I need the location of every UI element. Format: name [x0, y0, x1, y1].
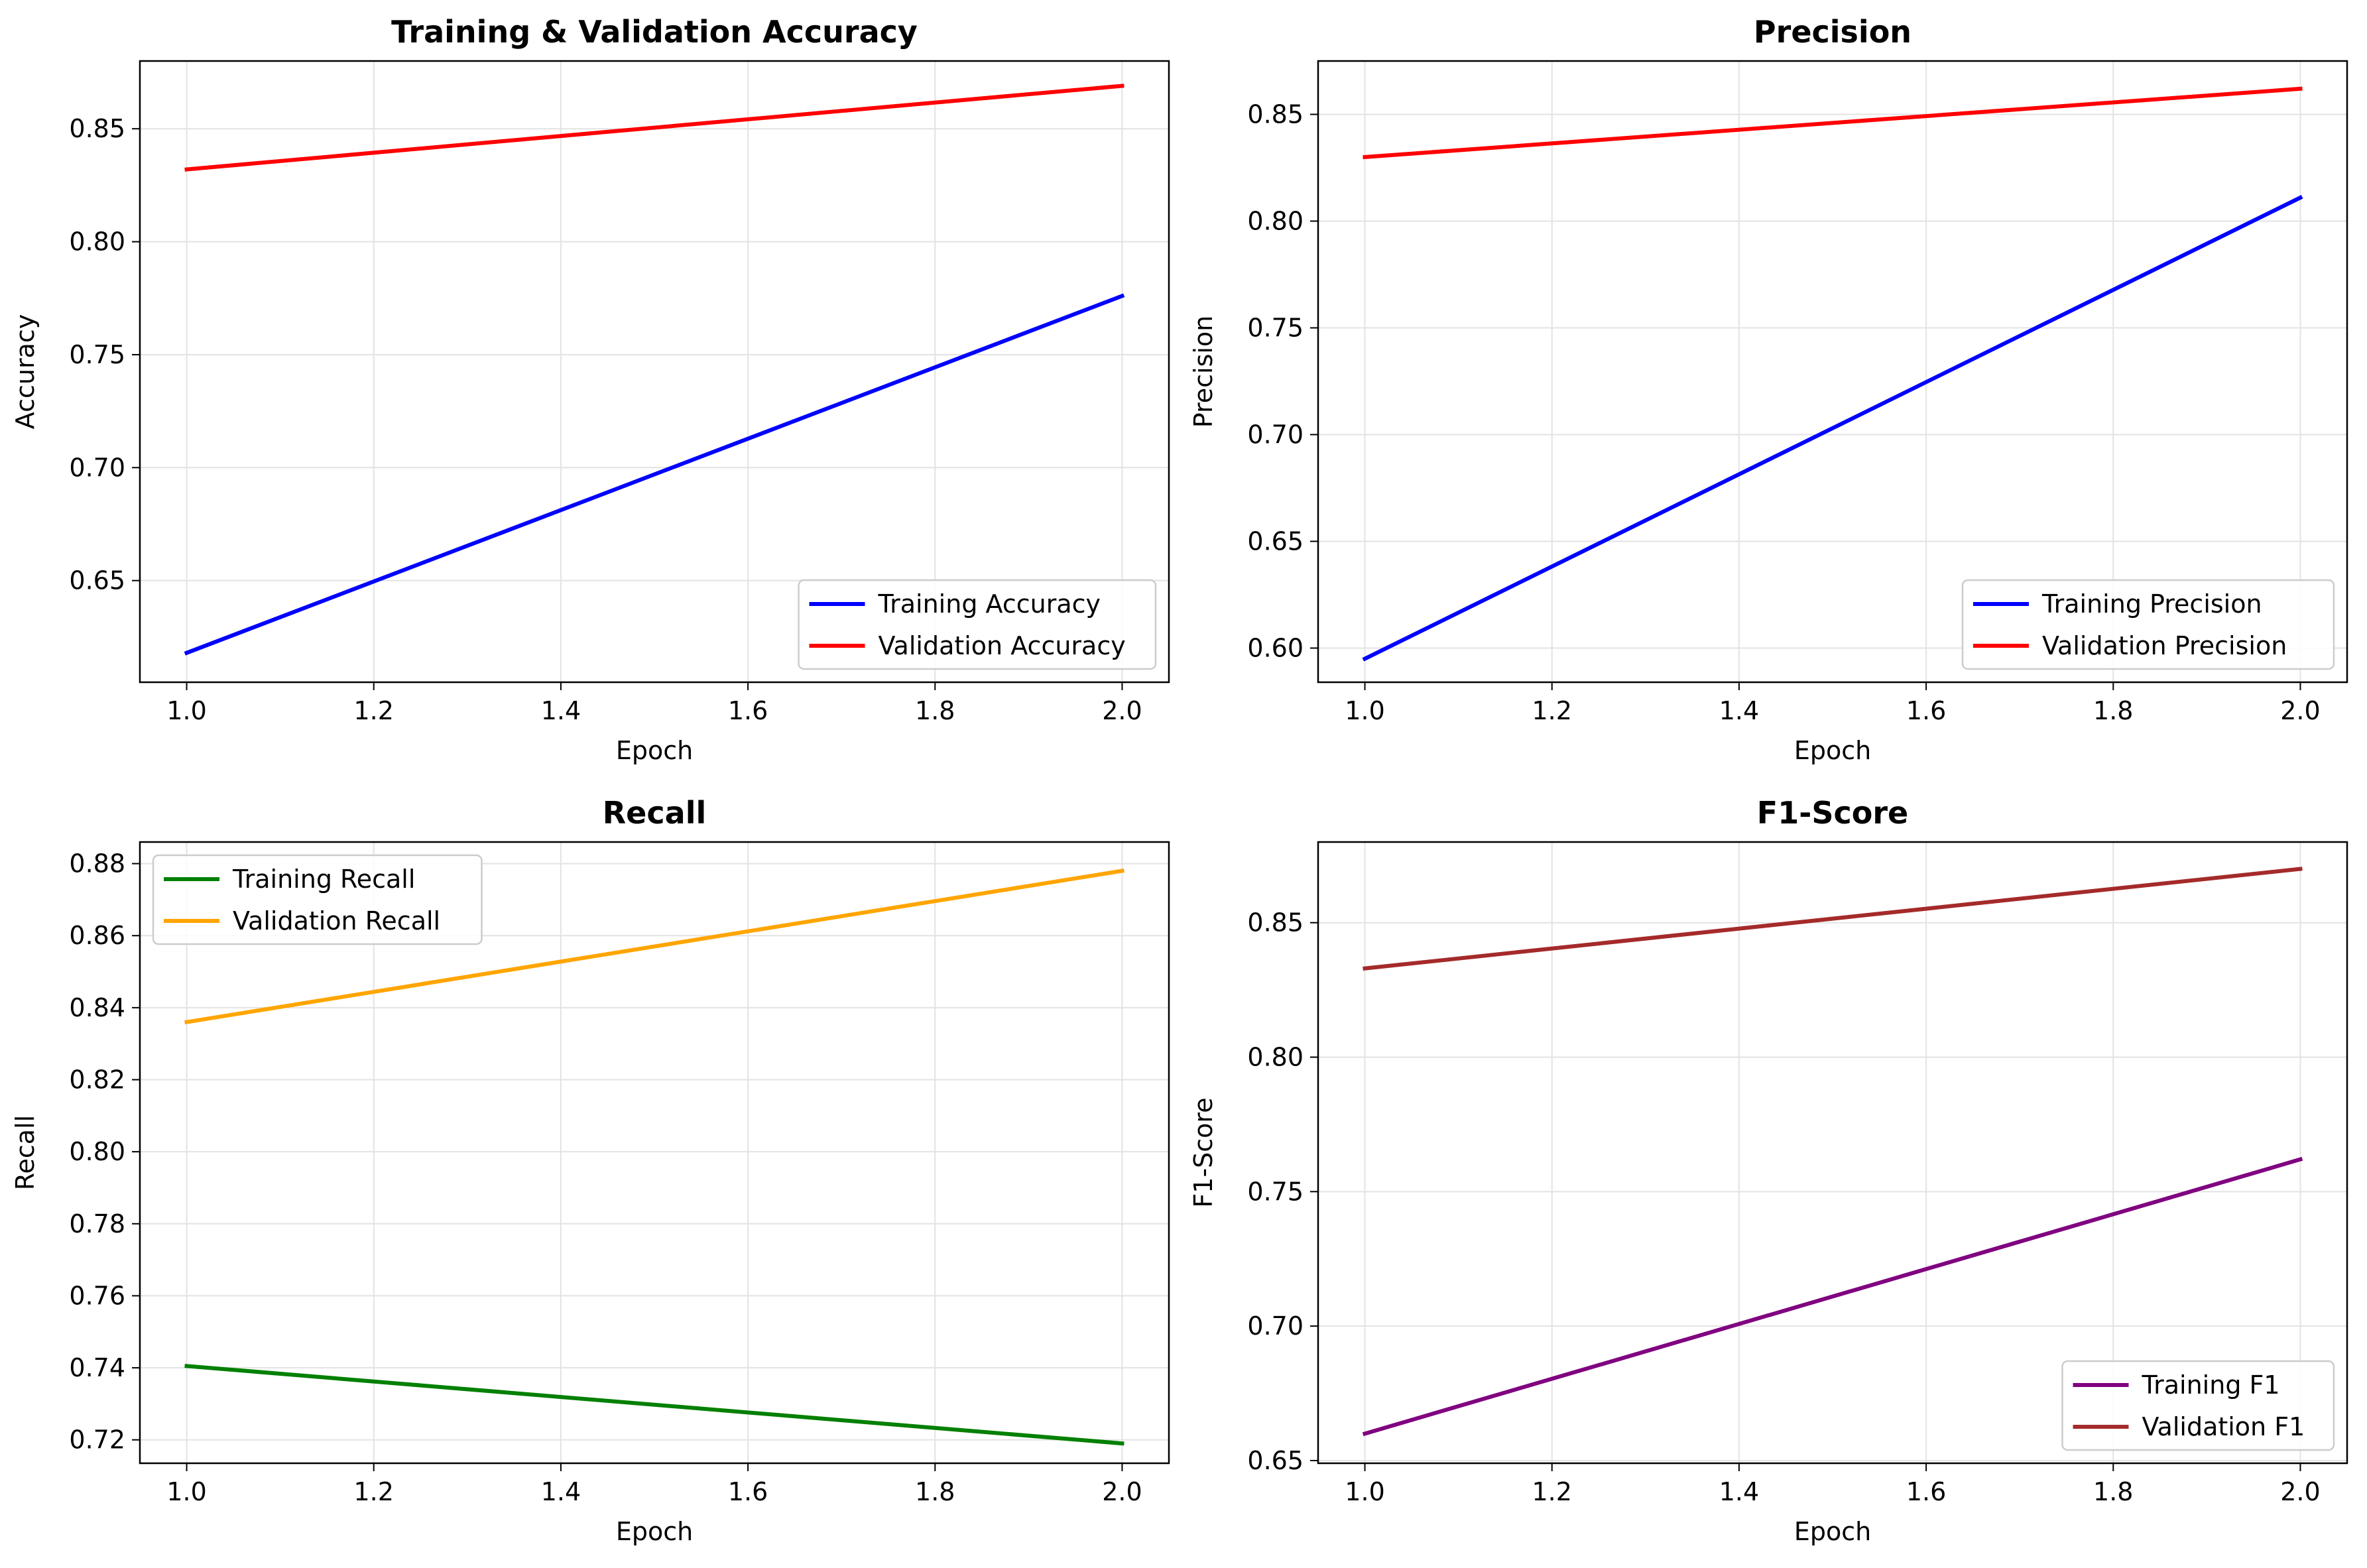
x-tick-label: 1.4 [541, 1477, 581, 1506]
chart-title: F1-Score [1757, 795, 1908, 831]
y-tick-label: 0.84 [69, 993, 125, 1022]
series-line-1 [1362, 195, 2303, 662]
y-tick-label: 0.75 [1247, 1177, 1304, 1206]
x-tick-label: 1.4 [1719, 696, 1759, 725]
y-tick-label: 0.65 [1247, 526, 1304, 556]
y-tick-label: 0.75 [1247, 313, 1304, 342]
series-line-1 [184, 293, 1125, 656]
x-tick-label: 1.8 [915, 696, 955, 725]
legend-entry: Training F1 [2142, 1370, 2280, 1400]
chart-title: Training & Validation Accuracy [391, 14, 918, 50]
x-axis-label: Epoch [616, 1517, 693, 1546]
y-axis-label: Recall [11, 1115, 40, 1190]
x-tick-label: 1.0 [1345, 1477, 1384, 1506]
y-tick-label: 0.80 [69, 227, 125, 257]
y-tick-label: 0.75 [69, 340, 125, 369]
legend-box [2061, 1360, 2335, 1451]
legend: Training Accuracy Validation Accuracy [798, 579, 1157, 670]
x-tick-label: 2.0 [2280, 1477, 2320, 1506]
y-tick-label: 0.60 [1247, 633, 1304, 662]
x-tick-label: 1.0 [166, 696, 206, 725]
x-tick-label: 2.0 [1102, 696, 1142, 725]
y-tick-label: 0.72 [69, 1425, 125, 1455]
legend-entry: Training Recall [232, 865, 415, 894]
y-tick-label: 0.76 [69, 1281, 125, 1310]
legend-entry: Validation Accuracy [879, 631, 1126, 660]
x-tick-label: 1.8 [2093, 1477, 2133, 1506]
x-tick-label: 1.6 [1906, 1477, 1946, 1506]
legend: Training Recall Validation Recall [152, 854, 483, 945]
x-tick-label: 1.2 [354, 696, 394, 725]
x-tick-label: 1.6 [728, 696, 768, 725]
x-tick-label: 1.4 [1719, 1477, 1759, 1506]
y-tick-label: 0.82 [69, 1065, 125, 1095]
y-tick-label: 0.86 [69, 921, 125, 950]
plot-frame [1317, 841, 2348, 1465]
legend: Training F1 Validation F1 [2061, 1360, 2335, 1451]
chart-panel-2: 1.0 1.2 1.4 1.6 1.8 2.0 0.60 0.65 0.70 0.75 0.80 0.… [1189, 14, 2348, 765]
x-axis-label: Epoch [1794, 1517, 1871, 1546]
series-line-1 [184, 1364, 1124, 1446]
legend-entry: Validation Precision [2042, 631, 2287, 660]
x-tick-label: 1.0 [1345, 696, 1384, 725]
x-tick-label: 2.0 [2280, 696, 2320, 725]
chart-panel-1: 1.0 1.2 1.4 1.6 1.8 2.0 0.65 0.70 0.75 0.80 0.85 Tr… [11, 14, 1170, 765]
series-line-2 [1363, 867, 2303, 971]
x-tick-label: 1.2 [1532, 696, 1572, 725]
y-tick-label: 0.85 [1247, 99, 1304, 129]
y-tick-label: 0.65 [69, 566, 125, 595]
legend-entry: Validation F1 [2142, 1412, 2305, 1441]
x-axis-label: Epoch [1794, 736, 1871, 765]
x-tick-label: 1.6 [1906, 696, 1946, 725]
x-tick-label: 1.4 [541, 696, 581, 725]
legend-entry: Validation Recall [233, 906, 440, 935]
series-line-2 [184, 869, 1124, 1025]
x-axis-label: Epoch [616, 736, 693, 765]
legend-box [1961, 579, 2335, 670]
legend-entry: Training Accuracy [878, 589, 1101, 619]
y-tick-label: 0.80 [1247, 1043, 1304, 1072]
legend-box [152, 854, 483, 945]
x-tick-label: 2.0 [1102, 1477, 1142, 1506]
y-tick-label: 0.70 [1247, 420, 1304, 449]
plot-frame [1317, 60, 2348, 684]
x-tick-label: 1.8 [915, 1477, 955, 1506]
chart-panel-3: 1.0 1.2 1.4 1.6 1.8 2.0 0.72 0.74 0.76 0.78 0.80 0.… [11, 795, 1170, 1546]
y-axis-label: F1-Score [1189, 1097, 1218, 1207]
y-tick-label: 0.85 [69, 114, 125, 143]
x-tick-label: 1.2 [1532, 1477, 1572, 1506]
chart-title: Precision [1754, 14, 1912, 50]
plot-frame [139, 841, 1170, 1465]
chart-panel-4: 1.0 1.2 1.4 1.6 1.8 2.0 0.65 0.70 0.75 0.80 0.85 F1… [1189, 795, 2348, 1546]
y-axis-label: Accuracy [11, 314, 40, 430]
y-tick-label: 0.70 [69, 453, 125, 482]
y-tick-label: 0.65 [1247, 1446, 1304, 1475]
series-line-2 [1363, 86, 2303, 160]
x-tick-label: 1.6 [728, 1477, 768, 1506]
y-tick-label: 0.78 [69, 1209, 125, 1238]
chart-title: Recall [603, 795, 706, 831]
series-line-1 [1362, 1156, 2303, 1437]
x-tick-label: 1.8 [2093, 696, 2133, 725]
y-tick-label: 0.74 [69, 1353, 125, 1382]
legend: Training Precision Validation Precision [1961, 579, 2335, 670]
y-tick-label: 0.88 [69, 849, 125, 878]
x-tick-label: 1.0 [166, 1477, 206, 1506]
y-tick-label: 0.80 [69, 1137, 125, 1166]
legend-box [798, 579, 1157, 670]
legend-entry: Training Precision [2041, 589, 2262, 619]
plot-frame [139, 60, 1170, 684]
series-line-2 [184, 84, 1124, 172]
y-tick-label: 0.85 [1247, 908, 1304, 937]
x-tick-label: 1.2 [354, 1477, 394, 1506]
y-tick-label: 0.70 [1247, 1311, 1304, 1341]
y-axis-label: Precision [1189, 316, 1218, 428]
y-tick-label: 0.80 [1247, 206, 1304, 235]
